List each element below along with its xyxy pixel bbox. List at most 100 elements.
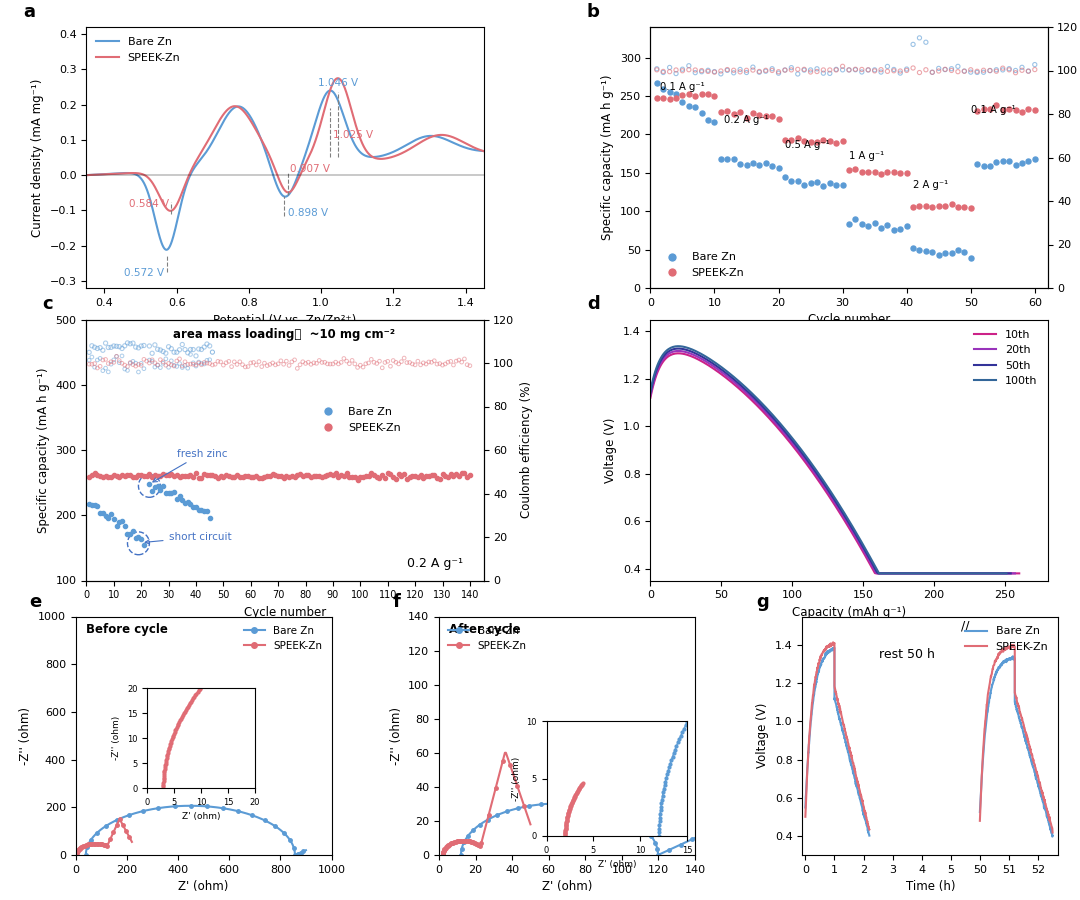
Point	[165, 469, 183, 483]
Point	[393, 355, 410, 369]
Point	[288, 361, 306, 375]
Point	[440, 355, 457, 369]
Point	[154, 355, 172, 369]
Point	[122, 356, 139, 371]
Point	[674, 88, 691, 103]
Point	[92, 359, 109, 374]
Point	[853, 62, 870, 77]
Point	[757, 109, 774, 123]
Point	[165, 358, 183, 373]
Point	[83, 338, 100, 353]
10th	[873, 568, 886, 579]
10th	[644, 392, 657, 403]
Point	[1020, 64, 1037, 78]
Point	[122, 468, 139, 482]
Point	[324, 356, 341, 371]
20th	[645, 384, 658, 395]
Point	[988, 98, 1005, 112]
Point	[1013, 156, 1030, 170]
Point	[99, 356, 117, 371]
Point	[420, 355, 437, 369]
Point	[654, 66, 672, 80]
Point	[744, 106, 761, 121]
Point	[712, 105, 729, 120]
Point	[1007, 103, 1024, 117]
Point	[190, 342, 207, 356]
Text: e: e	[29, 593, 42, 611]
Point	[370, 471, 388, 485]
Point	[956, 200, 973, 214]
Point	[181, 347, 199, 362]
Point	[1000, 61, 1017, 76]
Point	[363, 352, 380, 366]
Point	[834, 59, 851, 74]
Point	[757, 156, 774, 170]
Point	[886, 64, 903, 78]
Point	[201, 338, 218, 353]
Point	[1020, 64, 1037, 78]
Point	[404, 469, 421, 483]
Point	[654, 64, 672, 78]
Point	[456, 352, 473, 366]
Point	[892, 66, 909, 80]
Point	[217, 467, 234, 482]
Point	[456, 466, 473, 481]
Point	[215, 470, 232, 484]
Point	[866, 215, 883, 230]
100th	[645, 380, 658, 391]
Point	[127, 359, 145, 374]
Point	[879, 165, 896, 179]
Point	[103, 340, 120, 355]
Point	[770, 112, 787, 126]
10th	[981, 568, 994, 579]
Point	[725, 106, 742, 121]
Point	[206, 357, 224, 372]
Point	[201, 353, 218, 367]
Point	[930, 61, 947, 76]
Point	[193, 471, 211, 485]
X-axis label: Z' (ohm): Z' (ohm)	[542, 880, 592, 894]
Point	[395, 467, 413, 482]
Point	[450, 469, 468, 483]
Point	[440, 470, 457, 484]
Point	[117, 468, 134, 482]
Point	[105, 353, 122, 367]
Point	[706, 65, 724, 79]
Point	[374, 468, 391, 482]
Point	[130, 530, 147, 544]
Point	[777, 133, 794, 148]
Point	[445, 469, 462, 483]
Point	[834, 134, 851, 148]
Point	[693, 86, 711, 101]
Point	[113, 341, 131, 356]
Point	[706, 88, 724, 103]
Point	[201, 510, 218, 525]
Y-axis label: Specific capacity (mA h g⁻¹): Specific capacity (mA h g⁻¹)	[600, 75, 615, 240]
Point	[151, 469, 168, 483]
Point	[834, 178, 851, 193]
Point	[388, 472, 405, 486]
Point	[256, 470, 273, 484]
Point	[917, 244, 934, 258]
Point	[158, 346, 175, 360]
Point	[770, 65, 787, 79]
Line: 50th: 50th	[650, 348, 1011, 573]
Point	[738, 63, 755, 77]
Point	[242, 470, 259, 484]
Point	[267, 357, 284, 372]
Text: f: f	[393, 593, 401, 611]
Point	[352, 358, 369, 373]
Point	[168, 354, 186, 368]
Point	[988, 156, 1005, 170]
Point	[777, 63, 794, 77]
Point	[195, 467, 213, 482]
Point	[333, 467, 350, 482]
Point	[127, 356, 145, 370]
Point	[731, 62, 748, 77]
Point	[808, 135, 825, 149]
Point	[360, 356, 377, 370]
Point	[949, 65, 967, 79]
Point	[892, 166, 909, 180]
Point	[1000, 154, 1017, 168]
Text: 0.1 A g⁻¹: 0.1 A g⁻¹	[660, 82, 704, 92]
